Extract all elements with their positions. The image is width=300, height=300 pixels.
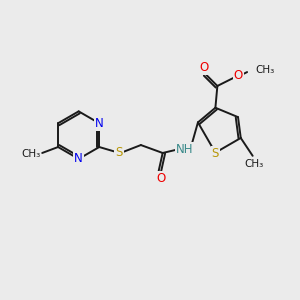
Text: N: N [74,152,83,165]
Text: S: S [212,147,219,160]
Text: O: O [156,172,165,185]
Text: CH₃: CH₃ [244,159,263,169]
Text: O: O [234,68,243,82]
Text: S: S [116,146,123,160]
Text: O: O [199,61,208,74]
Text: CH₃: CH₃ [21,149,40,159]
Text: CH₃: CH₃ [255,65,274,75]
Text: NH: NH [176,142,193,155]
Text: N: N [95,117,103,130]
